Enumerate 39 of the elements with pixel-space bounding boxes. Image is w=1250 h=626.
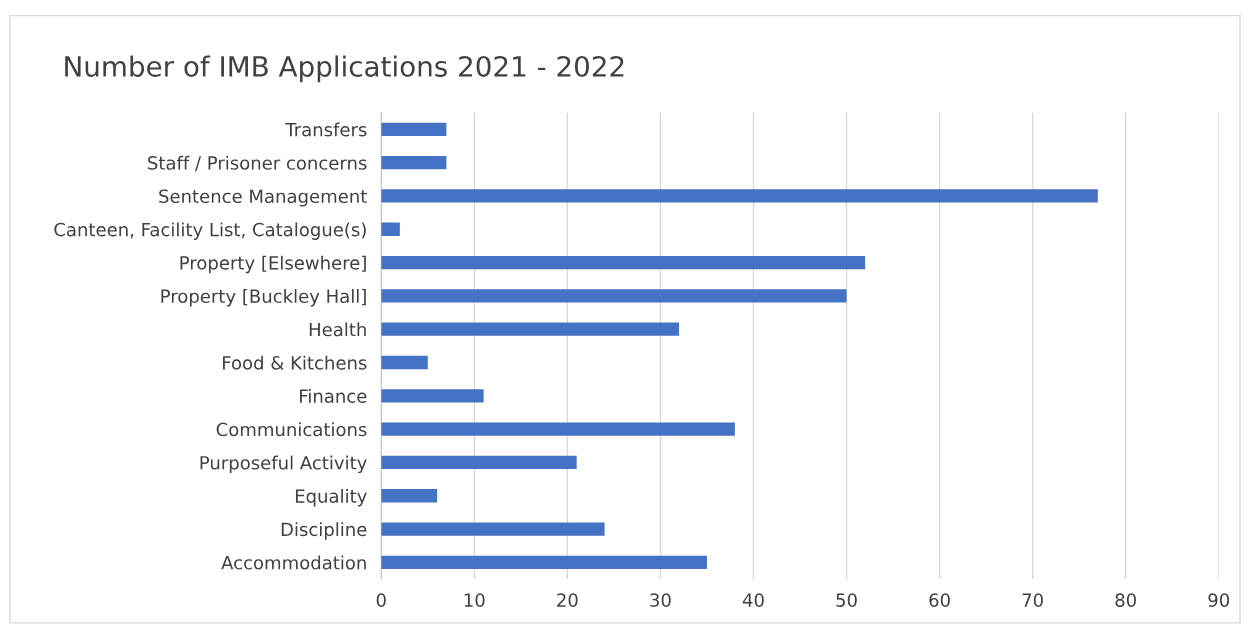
bar <box>381 289 847 303</box>
y-tick-label: Communications <box>216 422 367 437</box>
y-tick-label: Property [Buckley Hall] <box>161 289 366 307</box>
y-tick-label: Finance <box>300 388 367 403</box>
x-tick-label: 10 <box>464 593 485 607</box>
y-tick-label: Health <box>309 322 366 337</box>
x-tick-label: 20 <box>557 593 578 607</box>
y-tick-label: Staff / Prisoner concerns <box>148 155 367 172</box>
bar <box>381 255 866 270</box>
bar <box>381 322 680 336</box>
x-tick-label: 40 <box>742 593 764 607</box>
bar <box>381 455 577 470</box>
y-tick-label: Sentence Management <box>159 189 367 207</box>
bar <box>381 555 707 570</box>
bar <box>381 222 400 236</box>
x-tick-label: 90 <box>1208 593 1230 607</box>
y-tick-label: Property [Elsewhere] <box>180 255 366 274</box>
x-tick-label: 0 <box>376 593 386 607</box>
y-tick-label: Purposeful Activity <box>200 455 367 474</box>
bar <box>381 189 1098 203</box>
y-tick-label: Accommodation <box>221 555 366 570</box>
bar <box>381 489 438 503</box>
bar <box>381 389 484 403</box>
y-tick-label: Canteen, Facility List, Catalogue(s) <box>54 222 366 240</box>
x-tick-label: 70 <box>1022 593 1043 607</box>
bar <box>381 422 735 436</box>
y-tick-label: Food & Kitchens <box>223 355 367 370</box>
y-tick-label: Discipline <box>281 522 367 540</box>
bar <box>381 522 605 536</box>
x-tick-label: 50 <box>836 593 857 607</box>
chart-title: Number of IMB Applications 2021 - 2022 <box>65 55 624 83</box>
x-tick-label: 80 <box>1115 593 1136 607</box>
bar <box>381 122 447 136</box>
x-tick-label: 30 <box>650 593 671 607</box>
bar <box>381 355 428 370</box>
bar <box>381 155 447 170</box>
y-tick-label: Transfers <box>285 122 367 137</box>
y-tick-label: Equality <box>295 488 367 507</box>
x-tick-label: 60 <box>929 593 950 607</box>
